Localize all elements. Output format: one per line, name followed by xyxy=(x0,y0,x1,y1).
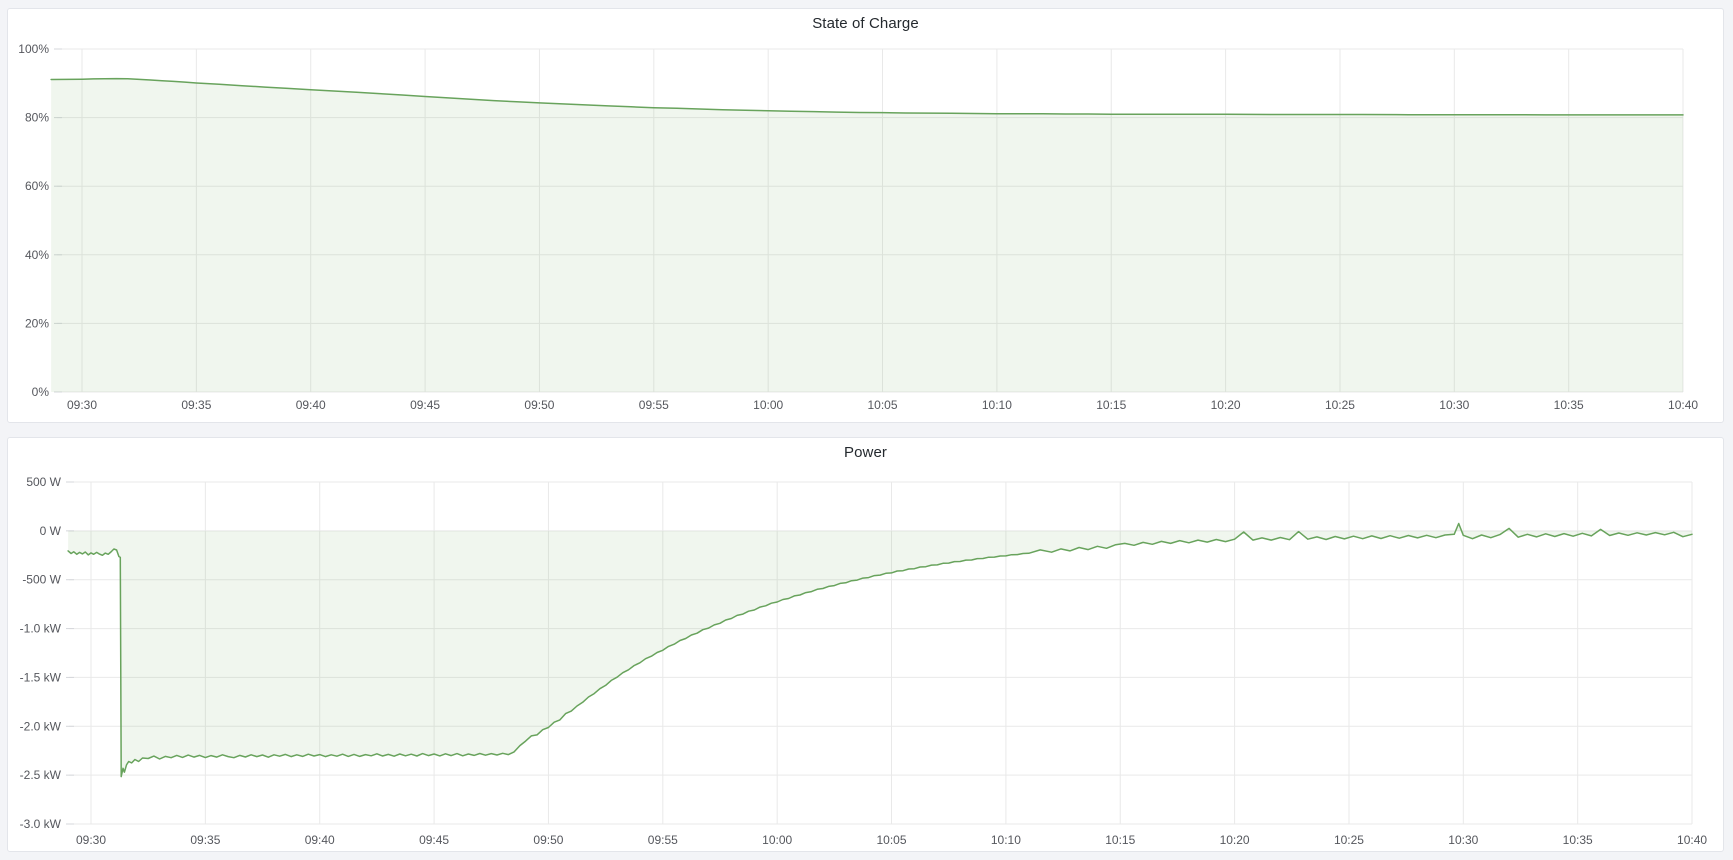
x-tick-label: 10:40 xyxy=(1677,833,1707,847)
x-tick-label: 10:20 xyxy=(1211,398,1241,412)
x-tick-label: 09:40 xyxy=(305,833,335,847)
x-tick-label: 10:00 xyxy=(762,833,792,847)
x-tick-label: 09:55 xyxy=(639,398,669,412)
soc-panel: 0% 20% 40% 60% 80% 100% 09:30 09:35 09:40 09:45 09… xyxy=(7,8,1724,423)
gridlines xyxy=(66,481,1693,825)
series-line xyxy=(67,522,1693,778)
power-panel-title[interactable]: Power xyxy=(843,443,888,461)
x-tick-label: 09:40 xyxy=(296,398,326,412)
y-tick-label: 500 W xyxy=(26,475,61,489)
x-tick-label: 10:35 xyxy=(1554,398,1584,412)
gridlines xyxy=(54,48,1684,393)
x-tick-label: 09:50 xyxy=(524,398,554,412)
y-tick-label: 100% xyxy=(18,42,49,56)
x-tick-label: 10:20 xyxy=(1220,833,1250,847)
power-panel: 500 W 0 W -500 W -1.0 kW -1.5 kW -2.0 kW -2.5 … xyxy=(7,437,1724,852)
series-area xyxy=(51,78,1684,392)
x-tick-label: 10:10 xyxy=(991,833,1021,847)
y-tick-label: -1.5 kW xyxy=(20,670,62,684)
y-tick-label: -500 W xyxy=(22,573,61,587)
series-line xyxy=(50,77,1684,116)
x-tick-label: 09:55 xyxy=(648,833,678,847)
x-tick-label: 09:45 xyxy=(419,833,449,847)
x-tick-label: 09:30 xyxy=(67,398,97,412)
soc-chart[interactable]: 0% 20% 40% 60% 80% 100% 09:30 09:35 09:40 09:45 09… xyxy=(8,9,1723,422)
y-tick-label: -3.0 kW xyxy=(20,817,62,831)
x-tick-label: 09:45 xyxy=(410,398,440,412)
x-tick-label: 10:30 xyxy=(1448,833,1478,847)
x-tick-label: 10:25 xyxy=(1334,833,1364,847)
x-tick-label: 10:15 xyxy=(1096,398,1126,412)
x-tick-label: 09:30 xyxy=(76,833,106,847)
y-tick-label: -1.0 kW xyxy=(20,622,62,636)
power-chart[interactable]: 500 W 0 W -500 W -1.0 kW -1.5 kW -2.0 kW -2.5 … xyxy=(8,438,1723,851)
y-tick-label: 40% xyxy=(25,248,49,262)
y-tick-label: 80% xyxy=(25,111,49,125)
y-tick-label: 0% xyxy=(32,385,50,399)
y-tick-label: -2.5 kW xyxy=(20,768,62,782)
x-tick-label: 09:35 xyxy=(190,833,220,847)
x-tick-label: 09:50 xyxy=(533,833,563,847)
x-tick-label: 10:40 xyxy=(1668,398,1698,412)
x-tick-label: 09:35 xyxy=(181,398,211,412)
x-tick-label: 10:00 xyxy=(753,398,783,412)
y-tick-label: -2.0 kW xyxy=(20,719,62,733)
series-area xyxy=(68,523,1693,777)
x-tick-label: 10:05 xyxy=(868,398,898,412)
y-tick-label: 0 W xyxy=(40,524,62,538)
x-tick-label: 10:10 xyxy=(982,398,1012,412)
x-tick-label: 10:05 xyxy=(877,833,907,847)
x-tick-label: 10:25 xyxy=(1325,398,1355,412)
y-tick-label: 20% xyxy=(25,316,49,330)
x-tick-label: 10:30 xyxy=(1439,398,1469,412)
x-tick-label: 10:35 xyxy=(1563,833,1593,847)
x-tick-label: 10:15 xyxy=(1105,833,1135,847)
y-tick-label: 60% xyxy=(25,179,49,193)
soc-panel-title[interactable]: State of Charge xyxy=(812,14,919,32)
